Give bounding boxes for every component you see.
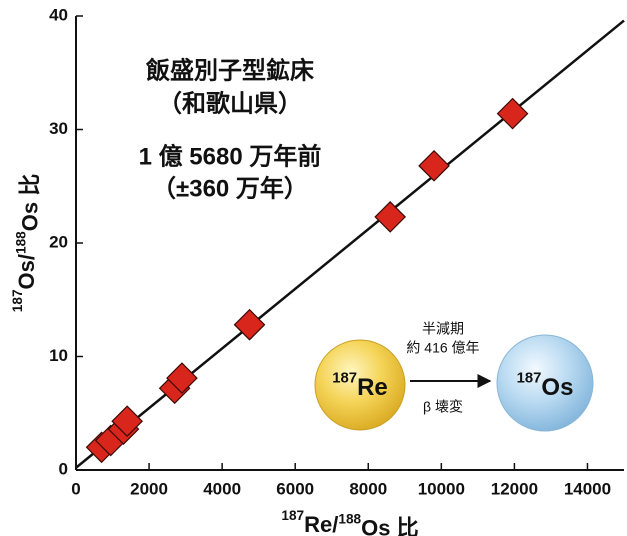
decay-type: β 壊変 <box>423 399 463 415</box>
y-tick-label: 40 <box>49 5 68 24</box>
daughter-label: 187Os <box>517 370 574 401</box>
annotation: 1 億 5680 万年前 <box>139 142 322 170</box>
daughter-label-superscript: 187 <box>517 370 542 386</box>
half-life-label: 半減期 <box>422 321 464 337</box>
data-point <box>166 362 198 394</box>
annotation: （±360 万年） <box>152 174 308 202</box>
data-point <box>111 405 143 438</box>
y-axis-label-superscript: 187 <box>9 289 24 312</box>
x-tick-label: 0 <box>71 479 80 498</box>
data-point <box>418 149 450 182</box>
x-axis-label-text: Os 比 <box>361 515 418 536</box>
x-tick-label: 6000 <box>276 479 314 498</box>
y-axis-label-superscript: 188 <box>13 231 28 254</box>
y-tick-label: 30 <box>49 119 68 138</box>
parent-label-text: Re <box>357 374 388 401</box>
daughter-label-text: Os <box>541 374 573 401</box>
y-axis-label-text: Os/ <box>14 254 39 289</box>
parent-label-superscript: 187 <box>332 370 357 386</box>
x-axis-label-text: Re/ <box>304 512 338 536</box>
y-tick-label: 20 <box>49 232 68 251</box>
y-tick-label: 0 <box>59 459 68 478</box>
data-point <box>496 97 529 130</box>
data-point <box>374 201 407 233</box>
x-axis-label: 187Re/188Os 比 <box>281 507 418 536</box>
daughter-nuclide <box>496 334 594 432</box>
x-tick-label: 4000 <box>203 479 241 498</box>
parent-nuclide <box>314 339 406 431</box>
x-tick-label: 14000 <box>564 479 611 498</box>
parent-label: 187Re <box>332 370 388 401</box>
x-axis-label-superscript: 188 <box>338 511 361 526</box>
x-axis-label-superscript: 187 <box>281 507 304 522</box>
annotation: （和歌山県） <box>158 90 302 117</box>
half-life: 約 416 億年 <box>406 340 479 356</box>
annotation: 飯盛別子型鉱床 <box>145 56 314 84</box>
data-point <box>233 308 266 341</box>
y-tick-label: 10 <box>49 346 68 365</box>
x-tick-label: 10000 <box>418 479 465 498</box>
x-tick-label: 2000 <box>130 479 168 498</box>
y-axis-label-text: Os 比 <box>17 174 42 231</box>
x-tick-label: 12000 <box>491 479 538 498</box>
y-axis-label: 187Os/188Os 比 <box>9 174 42 312</box>
x-tick-label: 8000 <box>349 479 387 498</box>
